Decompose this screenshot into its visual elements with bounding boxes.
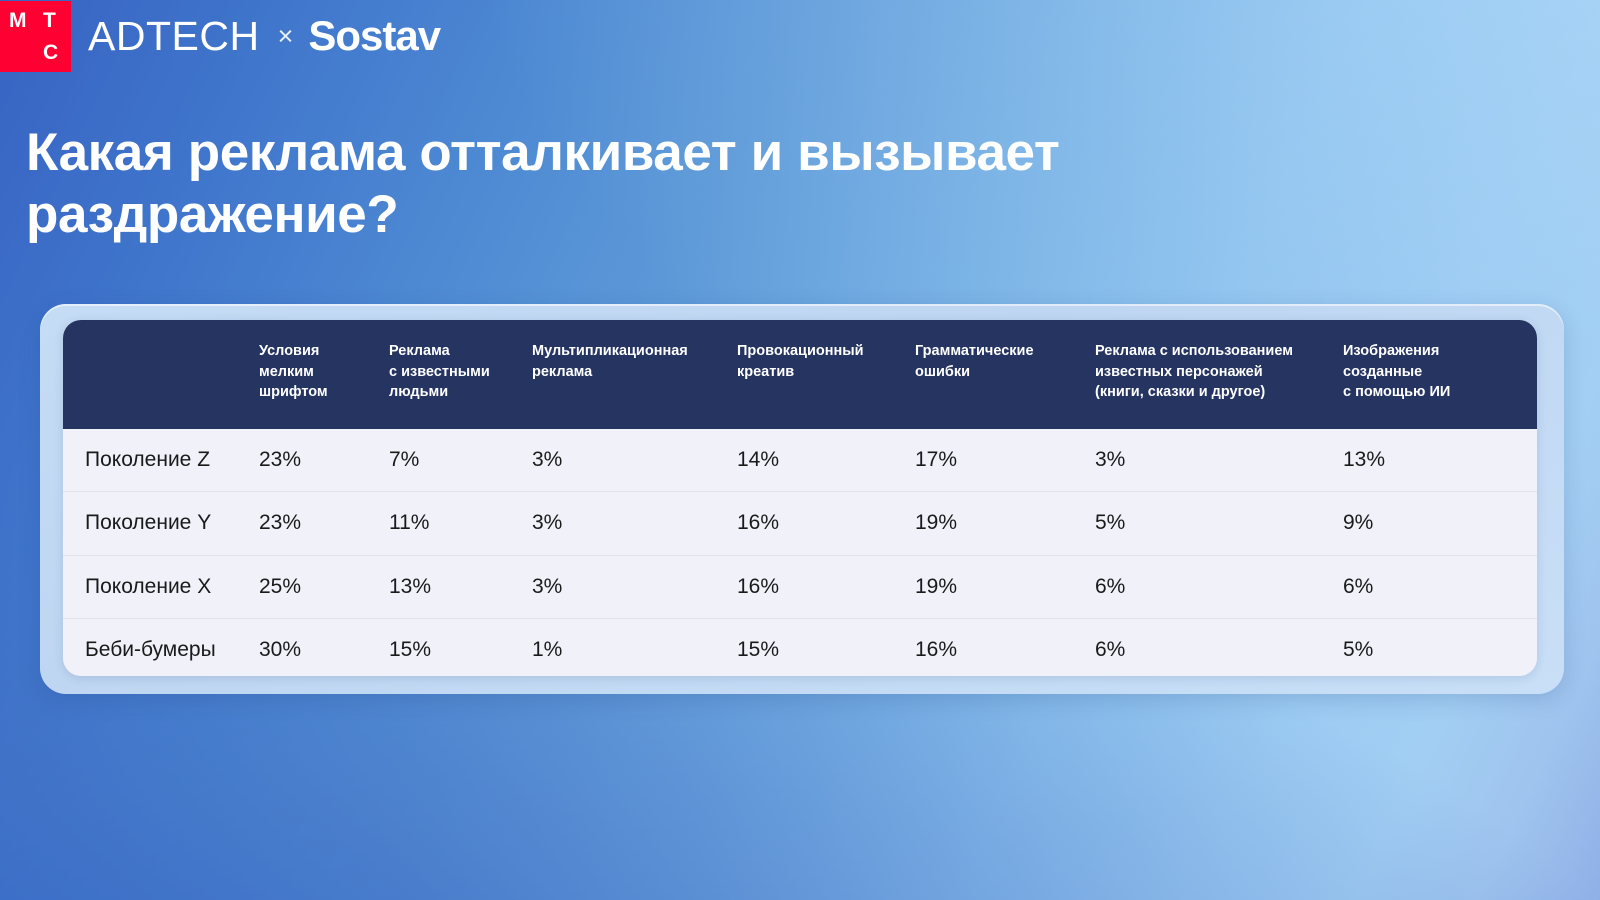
header-line: Грамматические: [915, 343, 1034, 359]
row-label: Беби-бумеры: [63, 618, 259, 676]
header-line: Условия: [259, 343, 320, 359]
cell-value: 13%: [1343, 428, 1537, 492]
sostav-wordmark: Sostav: [308, 12, 441, 59]
header-line: Реклама с использованием: [1095, 343, 1293, 359]
mts-logo-letter-m: М: [9, 8, 27, 32]
cell-value: 19%: [915, 554, 1095, 619]
table-header-row: Условия мелким шрифтом Реклама с известн…: [63, 320, 1537, 429]
header-line: креатив: [737, 363, 795, 380]
header-line: ошибки: [915, 363, 970, 380]
header-line: известных персонажей: [1095, 363, 1263, 380]
column-header-ai-images: Изображения созданные с помощью ИИ: [1343, 320, 1537, 429]
row-label: Поколение Y: [63, 491, 259, 556]
cell-value: 5%: [1343, 618, 1537, 676]
header-line: с помощью ИИ: [1343, 384, 1451, 401]
header-line: Провокационный: [737, 343, 864, 359]
cell-value: 16%: [737, 554, 915, 619]
table-row: Поколение Y 23% 11% 3% 16% 19% 5% 9%: [63, 491, 1537, 556]
adtech-wordmark: ADTECH: [88, 12, 260, 59]
brand-wordmark: ADTECH × Sostav: [88, 12, 441, 60]
mts-logo-letter-c: С: [43, 40, 59, 64]
table-container: Условия мелким шрифтом Реклама с известн…: [63, 320, 1537, 676]
cell-value: 15%: [737, 618, 915, 676]
cell-value: 30%: [259, 618, 389, 676]
header-line: созданные: [1343, 363, 1423, 380]
header-line: реклама: [532, 363, 593, 380]
mts-logo-icon: М Т С: [0, 0, 71, 72]
table-row: Поколение Z 23% 7% 3% 14% 17% 3% 13%: [63, 428, 1537, 492]
column-header-famous-characters: Реклама с использованием известных персо…: [1095, 320, 1343, 429]
table-row: Беби-бумеры 30% 15% 1% 15% 16% 6% 5%: [63, 618, 1537, 676]
cell-value: 6%: [1095, 554, 1343, 619]
table-body: Поколение Z 23% 7% 3% 14% 17% 3% 13% Пок…: [63, 428, 1537, 676]
cell-value: 16%: [915, 618, 1095, 676]
header-line: (книги, сказки и другое): [1095, 384, 1266, 401]
header-line: людьми: [389, 384, 449, 401]
column-header-celebrity-ads: Реклама с известными людьми: [389, 320, 532, 429]
cell-value: 1%: [532, 618, 737, 676]
cell-value: 25%: [259, 554, 389, 619]
cell-value: 3%: [532, 491, 737, 556]
table-card: Условия мелким шрифтом Реклама с известн…: [40, 304, 1564, 694]
header-line: Мультипликационная: [532, 343, 688, 359]
column-header-row-label: [63, 320, 259, 429]
column-header-grammar-errors: Грамматические ошибки: [915, 320, 1095, 429]
cell-value: 16%: [737, 491, 915, 556]
cell-value: 15%: [389, 618, 532, 676]
header-line: с известными: [389, 363, 490, 380]
column-header-provocative-creative: Провокационный креатив: [737, 320, 915, 429]
header-line: Изображения: [1343, 343, 1440, 359]
cell-value: 3%: [1095, 428, 1343, 492]
cell-value: 23%: [259, 428, 389, 492]
row-label: Поколение Z: [63, 428, 259, 492]
cell-value: 11%: [389, 491, 532, 556]
cell-value: 3%: [532, 554, 737, 619]
table-head: Условия мелким шрифтом Реклама с известн…: [63, 320, 1537, 429]
header-line: Реклама: [389, 343, 450, 359]
cell-value: 19%: [915, 491, 1095, 556]
cell-value: 9%: [1343, 491, 1537, 556]
cell-value: 23%: [259, 491, 389, 556]
cell-value: 3%: [532, 428, 737, 492]
cell-value: 5%: [1095, 491, 1343, 556]
cross-separator-icon: ×: [277, 20, 294, 51]
brand-bar: М Т С ADTECH × Sostav: [0, 0, 441, 72]
page-title: Какая реклама отталкивает и вызывает раз…: [26, 122, 1060, 244]
column-header-fine-print: Условия мелким шрифтом: [259, 320, 389, 429]
column-header-animated-ads: Мультипликационная реклама: [532, 320, 737, 429]
header-line: мелким: [259, 363, 314, 380]
cell-value: 6%: [1343, 554, 1537, 619]
cell-value: 13%: [389, 554, 532, 619]
survey-table: Условия мелким шрифтом Реклама с известн…: [63, 320, 1537, 676]
row-label: Поколение X: [63, 554, 259, 619]
cell-value: 14%: [737, 428, 915, 492]
cell-value: 6%: [1095, 618, 1343, 676]
header-line: шрифтом: [259, 384, 328, 401]
table-row: Поколение X 25% 13% 3% 16% 19% 6% 6%: [63, 554, 1537, 619]
cell-value: 17%: [915, 428, 1095, 492]
mts-logo-letter-t: Т: [43, 8, 56, 32]
cell-value: 7%: [389, 428, 532, 492]
